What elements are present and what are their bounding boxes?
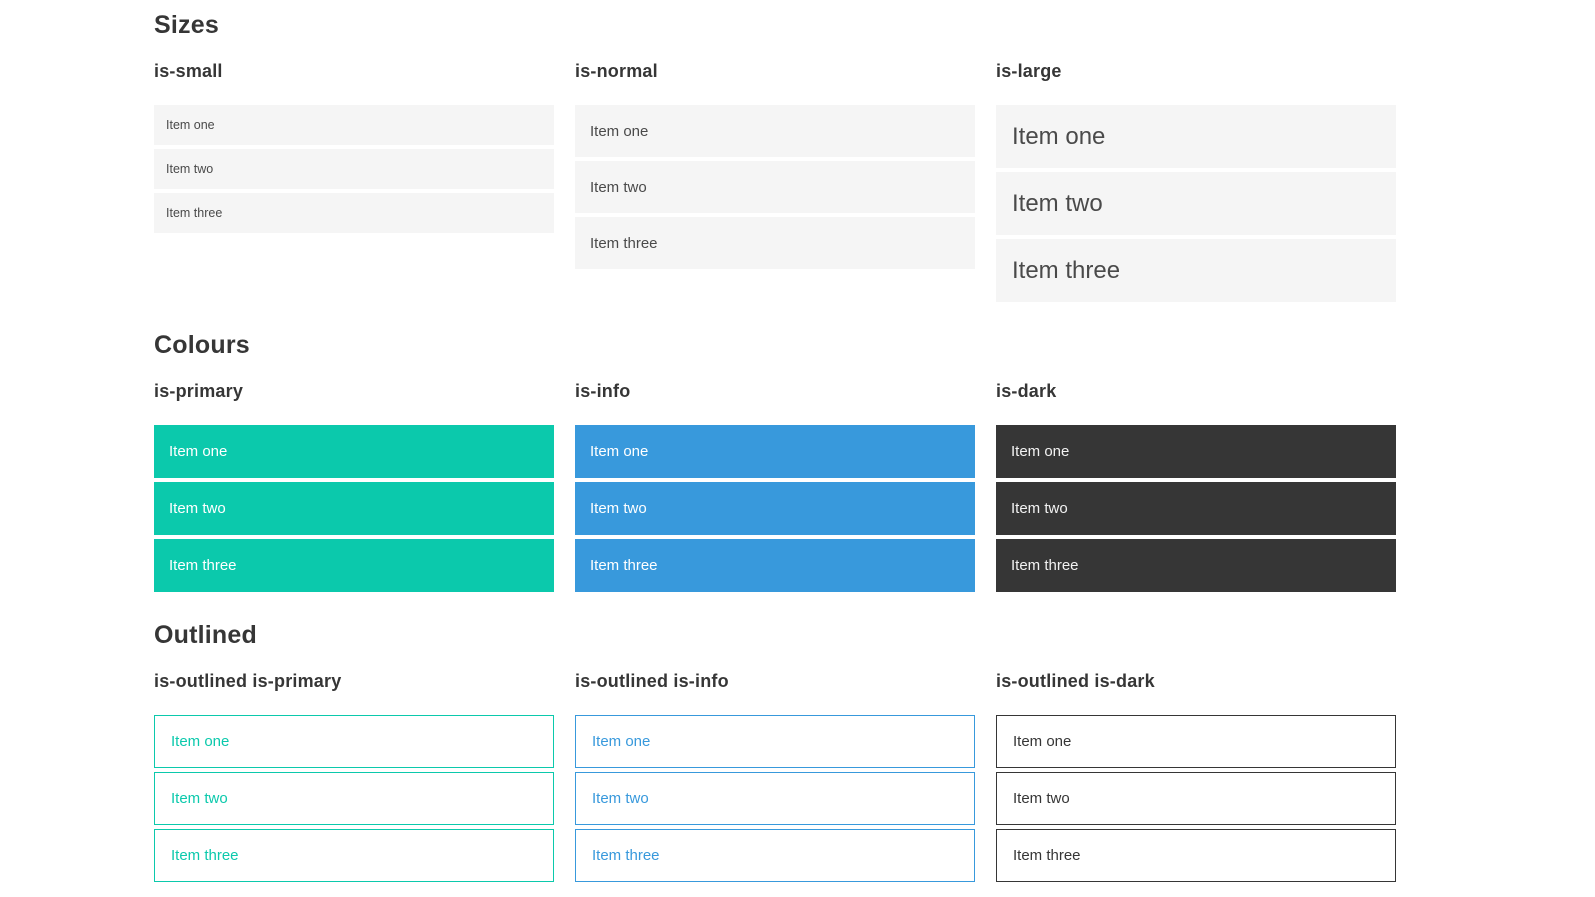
- list-item[interactable]: Item one: [154, 425, 554, 478]
- column-label-is-outlined-is-primary: is-outlined is-primary: [154, 671, 342, 691]
- list-item[interactable]: Item three: [996, 539, 1396, 592]
- column-is-small: is-small Item one Item two Item three: [154, 60, 554, 306]
- list-info: Item one Item two Item three: [575, 425, 975, 592]
- section-title-outlined: Outlined: [154, 621, 257, 649]
- list-small: Item one Item two Item three: [154, 105, 554, 233]
- column-is-outlined-is-primary: is-outlined is-primary Item one Item two…: [154, 670, 554, 886]
- list-item[interactable]: Item two: [575, 161, 975, 213]
- list-item[interactable]: Item three: [996, 239, 1396, 302]
- list-item[interactable]: Item two: [996, 482, 1396, 535]
- list-item[interactable]: Item one: [154, 715, 554, 768]
- list-item[interactable]: Item one: [575, 715, 975, 768]
- list-item[interactable]: Item two: [154, 772, 554, 825]
- section-colours: Colours is-primary Item one Item two Ite…: [154, 330, 1396, 596]
- column-is-info: is-info Item one Item two Item three: [575, 380, 975, 596]
- list-item[interactable]: Item three: [996, 829, 1396, 882]
- outlined-columns: is-outlined is-primary Item one Item two…: [154, 670, 1396, 886]
- colours-columns: is-primary Item one Item two Item three …: [154, 380, 1396, 596]
- list-item[interactable]: Item two: [996, 772, 1396, 825]
- list-item[interactable]: Item one: [575, 425, 975, 478]
- column-label-is-outlined-is-dark: is-outlined is-dark: [996, 671, 1155, 691]
- list-large: Item one Item two Item three: [996, 105, 1396, 302]
- column-is-normal: is-normal Item one Item two Item three: [575, 60, 975, 306]
- column-label-is-dark: is-dark: [996, 381, 1057, 401]
- column-is-dark: is-dark Item one Item two Item three: [996, 380, 1396, 596]
- column-label-is-small: is-small: [154, 61, 223, 81]
- column-label-is-primary: is-primary: [154, 381, 244, 401]
- column-label-is-large: is-large: [996, 61, 1062, 81]
- list-item[interactable]: Item one: [996, 715, 1396, 768]
- list-item[interactable]: Item two: [996, 172, 1396, 235]
- list-item[interactable]: Item two: [575, 482, 975, 535]
- list-item[interactable]: Item three: [575, 829, 975, 882]
- column-is-primary: is-primary Item one Item two Item three: [154, 380, 554, 596]
- list-outlined-dark: Item one Item two Item three: [996, 715, 1396, 882]
- column-is-large: is-large Item one Item two Item three: [996, 60, 1396, 306]
- column-label-is-outlined-is-info: is-outlined is-info: [575, 671, 729, 691]
- list-item[interactable]: Item one: [996, 425, 1396, 478]
- list-item[interactable]: Item one: [154, 105, 554, 145]
- list-item[interactable]: Item three: [154, 829, 554, 882]
- list-item[interactable]: Item three: [575, 217, 975, 269]
- list-item[interactable]: Item one: [996, 105, 1396, 168]
- column-label-is-normal: is-normal: [575, 61, 658, 81]
- list-item[interactable]: Item two: [575, 772, 975, 825]
- list-normal: Item one Item two Item three: [575, 105, 975, 269]
- list-item[interactable]: Item three: [154, 193, 554, 233]
- list-item[interactable]: Item two: [154, 149, 554, 189]
- column-is-outlined-is-info: is-outlined is-info Item one Item two It…: [575, 670, 975, 886]
- list-primary: Item one Item two Item three: [154, 425, 554, 592]
- column-label-is-info: is-info: [575, 381, 631, 401]
- style-guide-page: Sizes is-small Item one Item two Item th…: [154, 10, 1396, 886]
- section-sizes: Sizes is-small Item one Item two Item th…: [154, 10, 1396, 306]
- section-title-colours: Colours: [154, 331, 250, 359]
- section-title-sizes: Sizes: [154, 11, 219, 39]
- list-outlined-info: Item one Item two Item three: [575, 715, 975, 882]
- sizes-columns: is-small Item one Item two Item three is…: [154, 60, 1396, 306]
- list-item[interactable]: Item two: [154, 482, 554, 535]
- column-is-outlined-is-dark: is-outlined is-dark Item one Item two It…: [996, 670, 1396, 886]
- list-outlined-primary: Item one Item two Item three: [154, 715, 554, 882]
- section-outlined: Outlined is-outlined is-primary Item one…: [154, 620, 1396, 886]
- list-item[interactable]: Item three: [154, 539, 554, 592]
- list-dark: Item one Item two Item three: [996, 425, 1396, 592]
- list-item[interactable]: Item one: [575, 105, 975, 157]
- list-item[interactable]: Item three: [575, 539, 975, 592]
